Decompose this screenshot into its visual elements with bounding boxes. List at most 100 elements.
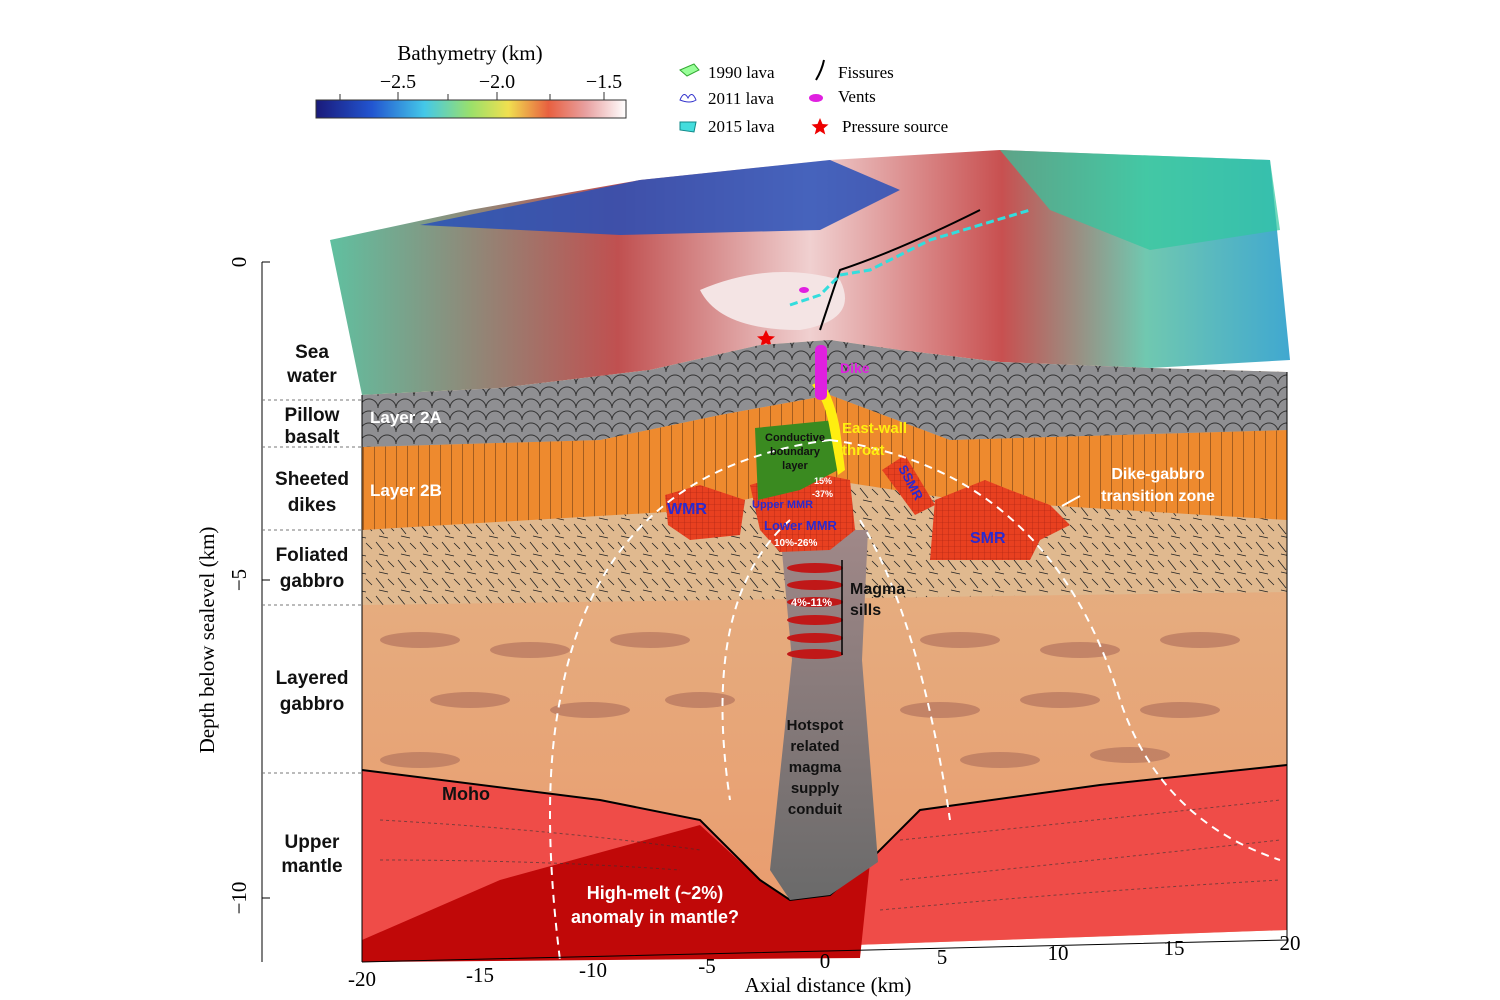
dike [815,345,827,400]
ssmr-body [882,455,935,515]
text-line: High-melt (~2%) [587,883,724,903]
text-line: Layered [276,668,349,689]
legend-label: 2015 lava [708,117,775,136]
legend-label: Pressure source [842,117,948,136]
shape [787,649,843,659]
text-line: conduit [788,801,842,818]
unit-label: Upper mantle [281,832,342,877]
shape [430,692,510,708]
legend-icon [815,59,825,81]
text-line: sills [850,602,881,619]
text-line: transition zone [1101,488,1215,505]
text-line: Magma [850,581,905,598]
text-line: basalt [285,427,341,448]
text-line: gabbro [280,571,344,592]
transition-arrow [1061,495,1081,507]
shape [1040,642,1120,658]
dashed-boundaries [549,439,1281,961]
shape [550,702,630,718]
magma-sills [787,563,843,659]
text-line: Sheeted [275,469,349,490]
text-line: magma [789,759,842,776]
legend-icon [679,94,697,103]
shape [721,519,791,801]
text-line: East-wall [842,420,907,437]
caldera [700,272,845,330]
annotation: Magma sills [850,581,905,619]
x-tick-label: 5 [937,945,948,969]
text-line: water [286,366,337,387]
annotation: East-wall throat [842,420,907,459]
text-line: gabbro [280,694,344,715]
text-line: layer [782,460,808,472]
x-tick-label: -10 [579,958,607,982]
shape [1140,702,1220,718]
text-line: Conductive [765,432,825,444]
shape [1090,747,1170,763]
colorbar-title: Bathymetry (km) [397,41,542,65]
unit-label: Foliated gabbro [276,545,349,592]
legend-label: 2011 lava [708,89,774,108]
text-line: 15% [814,476,832,486]
gabbro-lenses [380,632,1240,768]
annotation: Dike-gabbro transition zone [1101,466,1215,505]
annotation: Lower MMR [764,518,838,533]
fissure [819,209,981,331]
shape [490,642,570,658]
annotation: 4%-11% [791,597,832,609]
shape [380,632,460,648]
annotation: Dike [840,360,870,376]
legend-label: Vents [838,87,876,106]
conductive-layer [755,420,838,500]
lava-2015 [789,208,1031,307]
shape [787,580,843,590]
x-tick-label: 0 [820,949,831,973]
annotation: Moho [442,784,490,804]
y-axis [261,261,270,962]
unit-label: Pillow basalt [285,405,341,448]
shape [610,632,690,648]
text-line: Upper [285,832,341,853]
annotation: Conductive boundary layer [765,432,825,472]
annotation: WMR [667,501,707,518]
shape [859,519,951,821]
shape [900,702,980,718]
throat [812,380,845,475]
unit-label: Sheeted dikes [275,469,349,516]
y-tick-label: −10 [227,882,251,915]
unit-label: Layered gabbro [276,668,349,715]
y-tick-label: 0 [227,257,251,268]
vent [799,287,809,293]
shape [549,439,831,961]
annotation: 10%-26% [774,538,817,549]
text-line: Hotspot [787,717,844,734]
shape [380,752,460,768]
annotation: Upper MMR [752,499,813,511]
shape [787,597,843,607]
text-line: Sea [295,342,329,363]
shape [920,632,1000,648]
x-axis-label: Axial distance (km) [745,973,912,997]
colorbar [315,99,627,119]
pressure-source [757,330,775,347]
text-line: throat [842,442,885,459]
y-axis-label: Depth below sealevel (km) [195,527,219,754]
text-line: supply [791,780,840,797]
text-line: mantle [281,856,342,877]
x-tick-label: -15 [466,963,494,987]
high-melt-anomaly [362,825,870,962]
shape [665,692,735,708]
legend-label: 1990 lava [708,63,775,82]
annotation: Layer 2A [370,408,442,427]
shape [960,752,1040,768]
legend-label: Fissures [838,63,894,82]
annotation: Hotspot related magma supply conduit [787,717,844,818]
shape [1160,632,1240,648]
x-tick-label: -5 [698,954,716,978]
shape: −2.5 −2.0 −1.5 [380,71,622,93]
shape: 0 −5 −10 Depth below sealevel (km) -20 -… [195,257,1301,997]
shape [787,563,843,573]
x-axis [361,372,1288,963]
ridge-flank [1000,150,1280,250]
